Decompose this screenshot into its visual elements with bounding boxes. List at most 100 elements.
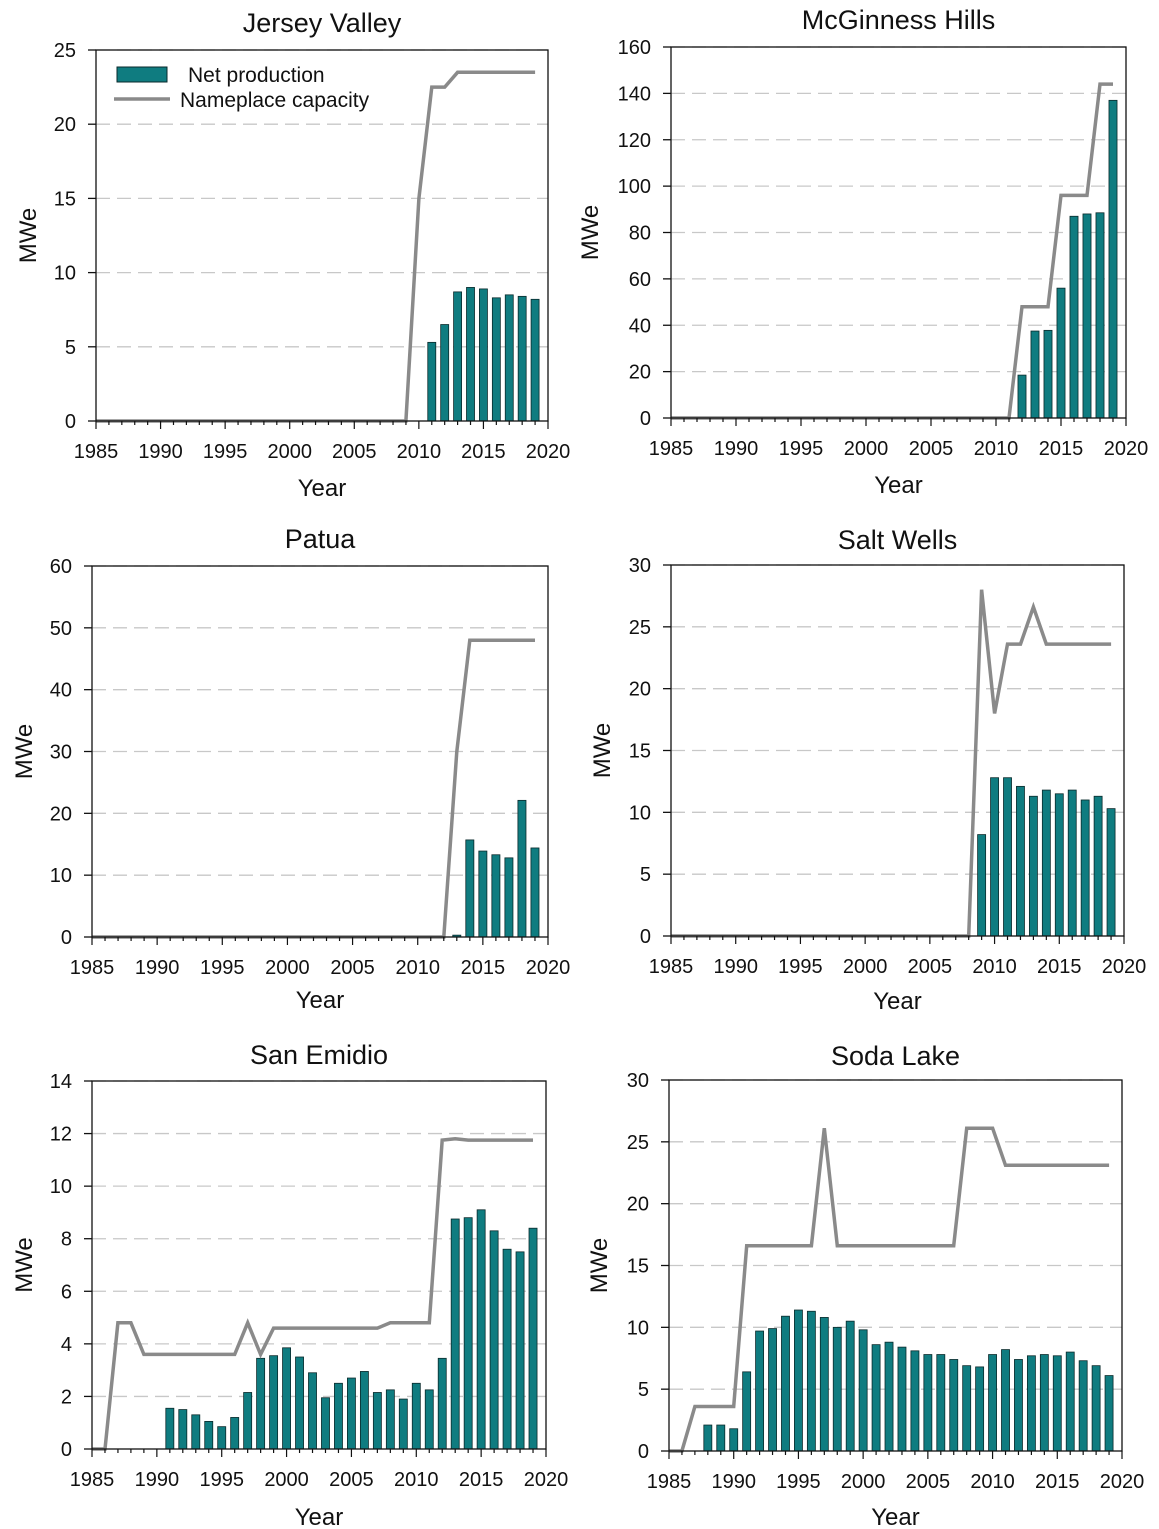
data-bar (515, 1251, 525, 1450)
y-tick-label: 6 (61, 1281, 72, 1303)
y-tick-label: 60 (50, 556, 72, 578)
y-tick-label: 15 (627, 1256, 649, 1278)
data-bar (427, 341, 437, 422)
data-bar (806, 1310, 816, 1452)
chart-title: San Emidio (250, 1040, 388, 1070)
data-bar (858, 1329, 868, 1452)
data-bar (1069, 215, 1079, 419)
data-bar (729, 1428, 739, 1452)
y-tick-label: 25 (54, 40, 76, 62)
x-tick-label: 2010 (972, 956, 1017, 978)
data-bar (450, 1218, 460, 1450)
data-bar (1104, 1375, 1114, 1452)
y-tick-label: 160 (618, 37, 651, 59)
y-tick-label: 15 (629, 741, 651, 763)
data-bar (517, 799, 527, 938)
data-bar (1054, 793, 1064, 937)
y-tick-label: 10 (50, 1176, 72, 1198)
data-bar (502, 1248, 512, 1450)
x-tick-label: 2005 (906, 1471, 951, 1493)
plot-frame (91, 1080, 547, 1450)
data-bar (347, 1377, 356, 1450)
data-bar (910, 1350, 920, 1452)
y-tick-label: 5 (640, 864, 651, 886)
data-bar (768, 1328, 777, 1452)
data-bar (742, 1371, 752, 1452)
data-bar (1106, 808, 1116, 937)
x-tick-label: 2020 (526, 441, 571, 463)
y-tick-label: 60 (629, 269, 651, 291)
y-tick-label: 100 (618, 176, 651, 198)
chart-panel: 0 5 10 15 20 25 1985 1990 1995 2000 2005 2010 2015 20… (15, 8, 570, 502)
x-tick-label: 1985 (649, 956, 694, 978)
x-axis-label: Year (296, 987, 345, 1014)
data-bar (411, 1382, 421, 1450)
x-tick-label: 2015 (461, 441, 506, 463)
x-tick-label: 1985 (70, 957, 115, 979)
x-tick-label: 2010 (395, 957, 440, 979)
y-tick-label: 20 (629, 679, 651, 701)
data-bar (819, 1317, 829, 1452)
data-bar (517, 295, 527, 422)
data-bar (781, 1315, 790, 1452)
data-bar (1043, 329, 1053, 419)
data-bar (1030, 330, 1040, 419)
data-bar (372, 1392, 382, 1450)
x-tick-label: 2015 (1037, 956, 1082, 978)
data-bar (282, 1347, 291, 1450)
data-bar (1001, 1349, 1010, 1452)
data-bar (178, 1409, 188, 1450)
x-tick-label: 1985 (74, 441, 119, 463)
data-bar (230, 1417, 240, 1450)
data-bar (1056, 287, 1066, 419)
x-axis-label: Year (298, 475, 347, 502)
y-tick-label: 40 (50, 680, 72, 702)
x-tick-label: 2010 (397, 441, 442, 463)
legend-bar-label: Net production (188, 64, 325, 87)
data-bar (1014, 1359, 1023, 1452)
x-tick-label: 2000 (264, 1469, 309, 1491)
data-bar (424, 1389, 434, 1450)
x-tick-label: 2015 (461, 957, 506, 979)
data-bar (398, 1398, 408, 1450)
x-tick-label: 2015 (1039, 438, 1084, 460)
data-bar (165, 1407, 175, 1450)
data-bar (476, 1209, 486, 1450)
y-tick-label: 5 (65, 337, 76, 359)
data-bar (1039, 1354, 1049, 1452)
y-tick-label: 0 (640, 408, 651, 430)
data-bar (491, 297, 501, 422)
x-tick-label: 2020 (1104, 438, 1149, 460)
y-tick-label: 40 (629, 315, 651, 337)
data-bar (437, 1357, 447, 1450)
data-bar (528, 1227, 538, 1450)
legend-line-label: Nameplace capacity (180, 89, 370, 112)
data-bar (1095, 212, 1105, 419)
data-bar (295, 1356, 304, 1450)
data-bar (440, 324, 450, 422)
x-tick-label: 2015 (459, 1469, 504, 1491)
capacity-line (671, 82, 1113, 420)
data-bar (465, 839, 475, 938)
y-tick-label: 4 (61, 1334, 72, 1356)
data-bar (988, 1354, 997, 1452)
data-bar (949, 1359, 959, 1452)
y-tick-label: 140 (618, 83, 651, 105)
x-tick-label: 2000 (844, 438, 889, 460)
data-bar (1016, 785, 1025, 937)
data-bar (794, 1309, 803, 1452)
chart-panel: 0 5 10 15 20 25 30 1985 1990 1995 2000 2005 2010 2015… (589, 525, 1146, 1015)
data-bar (491, 854, 501, 938)
data-bar (1108, 99, 1118, 419)
x-tick-label: 2020 (524, 1469, 569, 1491)
data-bar (703, 1424, 713, 1452)
x-tick-label: 2005 (909, 438, 954, 460)
x-tick-label: 2005 (332, 441, 377, 463)
data-bar (217, 1426, 227, 1450)
data-bar (755, 1330, 765, 1452)
y-tick-label: 20 (629, 362, 651, 384)
y-tick-label: 0 (640, 926, 651, 948)
x-tick-label: 1995 (200, 957, 245, 979)
